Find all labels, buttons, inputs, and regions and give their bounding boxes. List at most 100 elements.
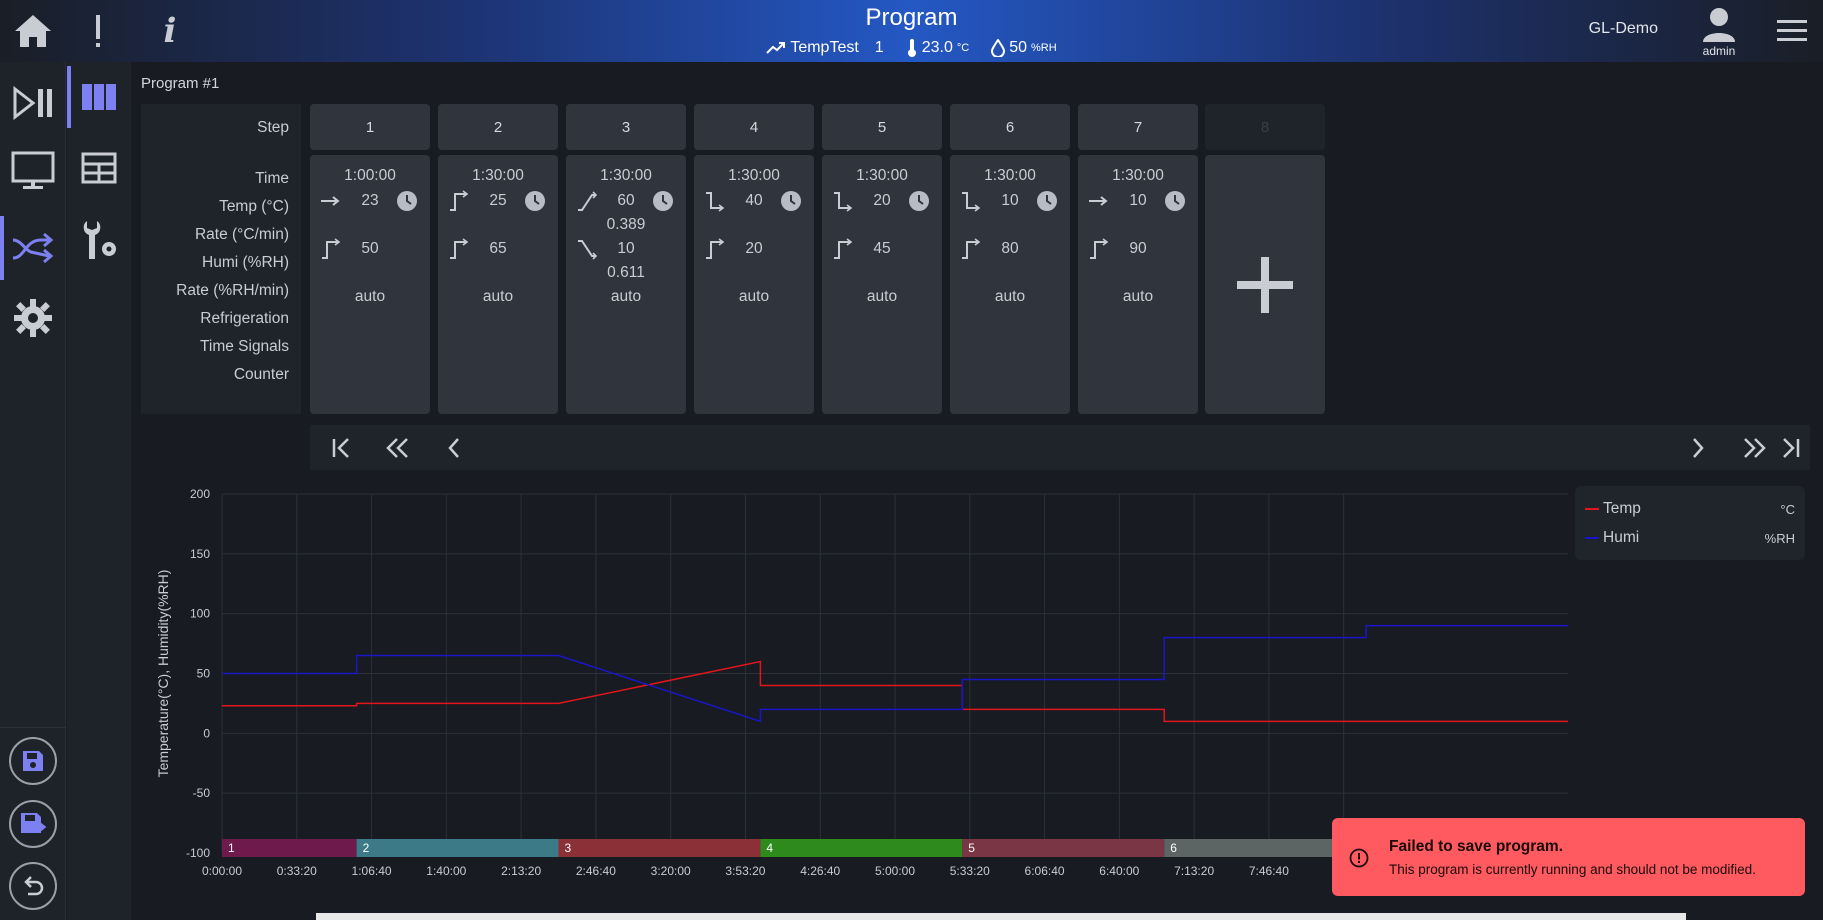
step-header-1[interactable]: 1	[310, 104, 430, 150]
step-time[interactable]: 1:30:00	[1112, 167, 1164, 184]
step-time[interactable]: 1:30:00	[600, 167, 652, 184]
settings-button[interactable]	[0, 285, 66, 351]
step-humi[interactable]: 45	[873, 240, 891, 257]
x-tick-label: 6:40:00	[1099, 864, 1139, 878]
next-step-button[interactable]	[1678, 425, 1718, 470]
previous-step-button[interactable]	[434, 425, 474, 470]
run-control-button[interactable]	[0, 70, 66, 136]
save-as-button[interactable]	[9, 800, 57, 848]
step-column-2[interactable]: 1:30:00 25 65 auto	[438, 155, 558, 414]
legend-swatch-humi	[1585, 537, 1599, 539]
y-tick-label: -100	[186, 846, 210, 860]
page-title: Program	[865, 4, 958, 31]
step-band-label: 5	[968, 841, 975, 855]
row-label-counter: Counter	[233, 366, 289, 383]
plus-icon	[1237, 256, 1293, 313]
clock-icon[interactable]	[524, 190, 546, 212]
step-temp[interactable]: 60	[617, 192, 635, 209]
alarm-icon[interactable]	[78, 0, 118, 62]
last-page-button[interactable]	[1770, 425, 1810, 470]
x-tick-label: 2:13:20	[501, 864, 541, 878]
clock-icon[interactable]	[652, 190, 674, 212]
step-humi[interactable]: 20	[745, 240, 763, 257]
step-refrigeration[interactable]: auto	[482, 288, 514, 305]
x-tick-label: 5:33:20	[950, 864, 990, 878]
hamburger-menu-icon[interactable]	[1775, 14, 1809, 48]
legend-item-humi[interactable]: Humi %RH	[1585, 527, 1795, 549]
step-temp[interactable]: 25	[489, 192, 507, 209]
clock-icon[interactable]	[1036, 190, 1058, 212]
x-tick-label: 1:40:00	[426, 864, 466, 878]
step-humi[interactable]: 10	[617, 240, 635, 257]
temp-mode-step-down-icon	[706, 192, 725, 212]
clock-icon[interactable]	[908, 190, 930, 212]
step-header-2[interactable]: 2	[438, 104, 558, 150]
step-header-4[interactable]: 4	[694, 104, 814, 150]
step-refrigeration[interactable]: auto	[354, 288, 386, 305]
step-header-next: 8	[1205, 104, 1325, 150]
row-label-time-signals: Time Signals	[199, 338, 289, 355]
error-toast[interactable]: Failed to save program. This program is …	[1332, 818, 1805, 896]
save-button[interactable]	[9, 737, 57, 785]
step-band-1	[222, 839, 357, 857]
step-refrigeration[interactable]: auto	[866, 288, 898, 305]
clock-icon[interactable]	[780, 190, 802, 212]
step-temp[interactable]: 20	[873, 192, 891, 209]
step-header-5[interactable]: 5	[822, 104, 942, 150]
home-icon[interactable]	[8, 0, 58, 62]
user-account[interactable]: admin	[1695, 6, 1743, 62]
steps-view-button[interactable]	[67, 65, 131, 129]
step-refrigeration[interactable]: auto	[994, 288, 1026, 305]
user-icon	[1703, 8, 1735, 42]
step-time[interactable]: 1:30:00	[472, 167, 524, 184]
step-temp[interactable]: 40	[745, 192, 763, 209]
step-humi[interactable]: 80	[1001, 240, 1019, 257]
first-page-button[interactable]	[322, 425, 362, 470]
info-icon[interactable]: i	[163, 11, 177, 51]
toast-message: This program is currently running and sh…	[1389, 862, 1756, 877]
step-temp[interactable]: 23	[361, 192, 379, 209]
step-time[interactable]: 1:30:00	[984, 167, 1036, 184]
step-time[interactable]: 1:30:00	[856, 167, 908, 184]
step-column-3[interactable]: 1:30:00 60 0.389 10 0.611 auto	[566, 155, 686, 414]
step-refrigeration[interactable]: auto	[738, 288, 770, 305]
step-humi[interactable]: 65	[489, 240, 507, 257]
clock-icon[interactable]	[396, 190, 418, 212]
next-page-button[interactable]	[1734, 425, 1774, 470]
program-count: 1	[874, 39, 884, 56]
step-refrigeration[interactable]: auto	[610, 288, 642, 305]
undo-icon	[24, 876, 44, 896]
step-column-6[interactable]: 1:30:00 10 80 auto	[950, 155, 1070, 414]
back-button[interactable]	[9, 862, 57, 910]
clock-icon[interactable]	[1164, 190, 1186, 212]
step-column-5[interactable]: 1:30:00 20 45 auto	[822, 155, 942, 414]
step-humi[interactable]: 90	[1129, 240, 1147, 257]
step-column-4[interactable]: 1:30:00 40 20 auto	[694, 155, 814, 414]
step-time[interactable]: 1:00:00	[344, 167, 396, 184]
temp-mode-ramp-up-icon	[578, 191, 598, 211]
table-view-button[interactable]	[67, 136, 131, 200]
step-column-1[interactable]: 1:00:00 23 50 auto	[310, 155, 430, 414]
humi-mode-step-up-icon	[834, 238, 853, 259]
step-temp[interactable]: 10	[1001, 192, 1019, 209]
step-refrigeration[interactable]: auto	[1122, 288, 1154, 305]
chart-legend: Temp °C Humi %RH	[1575, 486, 1805, 560]
temp-mode-step-down-icon	[834, 192, 853, 212]
program-profile-chart: 200 150 100 50 0 -50 -100 0:00:00 0:33:20 1:06:40…	[155, 487, 1568, 878]
tools-button[interactable]	[67, 208, 131, 272]
program-button[interactable]	[0, 215, 66, 281]
add-step-button[interactable]	[1205, 155, 1325, 414]
legend-item-temp[interactable]: Temp °C	[1585, 498, 1795, 520]
step-band-label: 1	[228, 841, 235, 855]
active-sub-indicator	[67, 66, 71, 128]
humidity-readout: 50 %RH	[991, 39, 1057, 57]
step-humi[interactable]: 50	[361, 240, 379, 257]
step-header-3[interactable]: 3	[566, 104, 686, 150]
step-column-7[interactable]: 1:30:00 10 90 auto	[1078, 155, 1198, 414]
step-header-7[interactable]: 7	[1078, 104, 1198, 150]
step-header-6[interactable]: 6	[950, 104, 1070, 150]
previous-page-button[interactable]	[378, 425, 418, 470]
step-temp[interactable]: 10	[1129, 192, 1147, 209]
step-time[interactable]: 1:30:00	[728, 167, 780, 184]
monitor-button[interactable]	[0, 138, 66, 204]
